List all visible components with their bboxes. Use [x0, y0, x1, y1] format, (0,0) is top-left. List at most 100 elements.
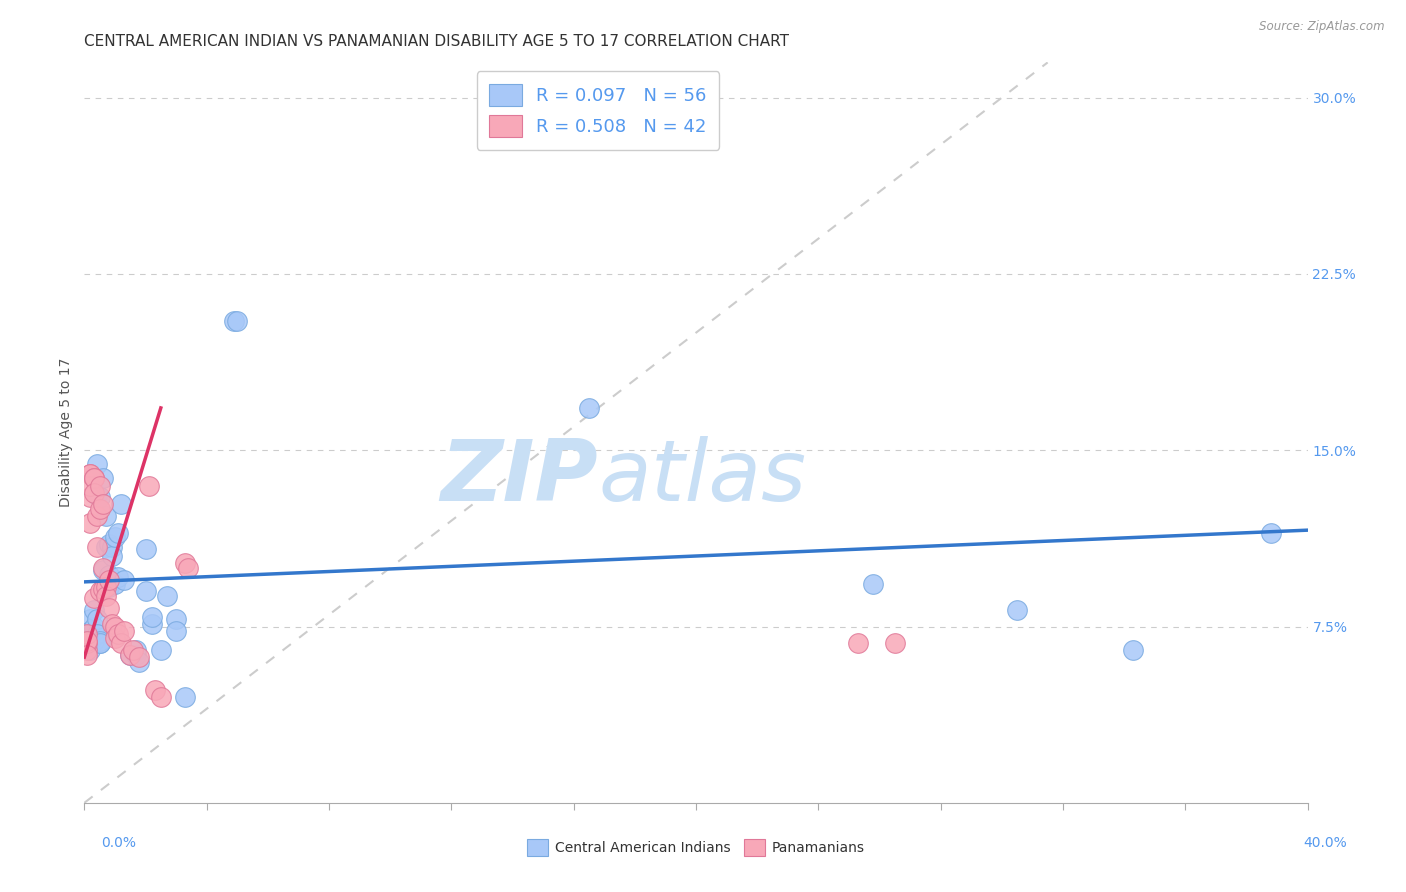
Point: [76, 632, 98, 646]
Point: [91, 582, 114, 596]
Point: [125, 643, 148, 657]
Point: [846, 636, 869, 650]
Point: [76, 626, 98, 640]
Point: [101, 549, 124, 563]
Point: [120, 648, 142, 662]
Point: [141, 610, 163, 624]
Point: [86, 458, 108, 472]
Point: [76, 648, 98, 662]
Text: 40.0%: 40.0%: [1303, 836, 1347, 850]
Point: [138, 478, 160, 492]
Point: [149, 643, 172, 657]
Point: [79, 612, 101, 626]
Point: [128, 650, 150, 665]
Point: [76, 640, 98, 655]
Point: [224, 314, 246, 328]
Point: [135, 541, 157, 556]
Point: [110, 497, 132, 511]
Point: [149, 690, 172, 704]
Point: [89, 490, 111, 504]
Point: [94, 589, 117, 603]
Point: [120, 648, 142, 662]
Point: [104, 632, 127, 646]
Point: [76, 626, 98, 640]
Text: Source: ZipAtlas.com: Source: ZipAtlas.com: [1260, 20, 1385, 33]
Point: [79, 467, 101, 481]
Point: [156, 589, 179, 603]
Point: [141, 617, 163, 632]
Y-axis label: Disability Age 5 to 17: Disability Age 5 to 17: [59, 358, 73, 508]
Point: [83, 619, 105, 633]
Point: [97, 600, 120, 615]
Point: [76, 636, 98, 650]
Point: [83, 485, 105, 500]
Point: [79, 629, 101, 643]
Text: ZIP: ZIP: [440, 435, 598, 518]
Point: [174, 556, 197, 570]
Point: [89, 633, 111, 648]
Point: [143, 683, 166, 698]
Point: [1260, 525, 1282, 540]
Point: [76, 643, 98, 657]
Point: [104, 619, 127, 633]
Text: CENTRAL AMERICAN INDIAN VS PANAMANIAN DISABILITY AGE 5 TO 17 CORRELATION CHART: CENTRAL AMERICAN INDIAN VS PANAMANIAN DI…: [84, 34, 789, 49]
Point: [122, 643, 145, 657]
Point: [101, 617, 124, 632]
Point: [91, 563, 114, 577]
Legend: Central American Indians, Panamanians: Central American Indians, Panamanians: [520, 831, 872, 863]
Point: [174, 690, 197, 704]
Point: [79, 490, 101, 504]
Point: [128, 655, 150, 669]
Point: [226, 314, 249, 328]
Point: [177, 561, 200, 575]
Point: [86, 626, 108, 640]
Point: [91, 561, 114, 575]
Point: [94, 540, 117, 554]
Point: [165, 624, 187, 639]
Point: [104, 530, 127, 544]
Point: [89, 478, 111, 492]
Point: [97, 573, 120, 587]
Point: [76, 636, 98, 650]
Point: [107, 570, 129, 584]
Point: [94, 580, 117, 594]
Point: [89, 636, 111, 650]
Point: [91, 471, 114, 485]
Point: [112, 624, 135, 639]
Point: [97, 567, 120, 582]
Point: [79, 516, 101, 530]
Point: [83, 624, 105, 639]
Point: [79, 624, 101, 639]
Point: [86, 612, 108, 626]
Point: [76, 633, 98, 648]
Point: [97, 537, 120, 551]
Point: [104, 577, 127, 591]
Point: [1005, 603, 1028, 617]
Point: [862, 577, 884, 591]
Point: [125, 648, 148, 662]
Point: [79, 636, 101, 650]
Point: [165, 612, 187, 626]
Point: [89, 502, 111, 516]
Point: [86, 540, 108, 554]
Point: [578, 401, 600, 415]
Point: [107, 626, 129, 640]
Point: [79, 643, 101, 657]
Point: [83, 591, 105, 606]
Point: [83, 471, 105, 485]
Point: [110, 636, 132, 650]
Point: [89, 584, 111, 599]
Point: [112, 573, 135, 587]
Point: [883, 636, 905, 650]
Text: 0.0%: 0.0%: [101, 836, 136, 850]
Point: [97, 580, 120, 594]
Point: [107, 525, 129, 540]
Point: [1122, 643, 1144, 657]
Point: [79, 467, 101, 481]
Point: [83, 471, 105, 485]
Point: [101, 540, 124, 554]
Point: [94, 509, 117, 524]
Point: [86, 488, 108, 502]
Point: [89, 636, 111, 650]
Point: [83, 633, 105, 648]
